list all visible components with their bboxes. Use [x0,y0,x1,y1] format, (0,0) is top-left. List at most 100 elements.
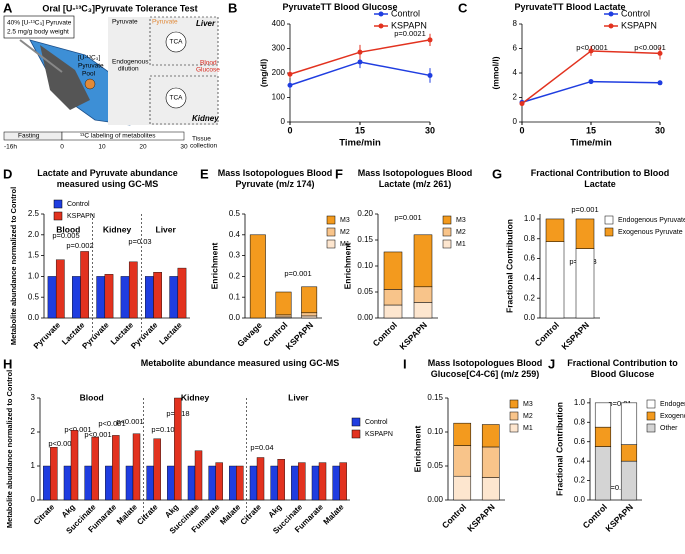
y-tick-label: 1.0 [524,214,536,223]
tca-cycle [165,31,187,53]
legend-label: Exogenous Pyruvate [618,229,683,236]
legend-label: Exogenous Pyruvate [660,413,685,420]
diagram-title: Oral [U-¹³C₃]Pyruvate Tolerance Test [42,3,197,13]
legend-swatch [53,199,63,209]
annotation: p=0.001 [284,269,311,278]
legend-label: Endogenous Pyruvate [618,217,685,224]
pyruvate-text: Pyruvate [112,19,138,26]
chart-title: Fractional Contribution to Blood Glucose [567,358,678,379]
x-tick-label: Citrate [135,502,160,527]
bar-segment [594,446,612,501]
fasting-text: Fasting [18,133,40,140]
y-axis-label: Fractional Contribution [504,219,514,313]
timeline-tick: 10 [98,144,106,151]
chart-title-box: Mass Isotopologues Blood Pyruvate (m/z 1… [217,168,333,189]
panel-label: F [335,166,343,181]
organ-label: Kidney [192,114,219,123]
y-tick-label: 0.8 [574,417,586,426]
chart-title: PyruvateTT Blood Lactate [514,2,626,12]
marker [287,71,293,77]
y-tick-label: 0.1 [229,292,241,301]
y-tick-label: 0.05 [427,461,443,470]
chart-title-box: Mass Isotopologues Blood Glucose[C4-C6] … [428,358,543,379]
x-tick-label: 15 [586,125,596,135]
y-tick-label: 400 [272,19,286,28]
annotation: p=0.10 [151,425,174,434]
dose-text: 40% [U-¹³C₃] Pyruvate [7,20,72,27]
bar [332,465,340,501]
marker [657,50,663,56]
annotation: p=0.001 [394,213,421,222]
collection-text: Tissue [192,136,211,143]
legend-swatch [53,211,63,221]
annotation: p=0.01 [608,399,631,408]
chart-title: Mass Isotopologues Blood Pyruvate (m/z 1… [217,168,333,189]
panel-label: I [403,356,407,371]
legend-label: M1 [523,425,533,432]
bar [104,274,114,319]
y-tick-label: 0.4 [229,230,241,239]
y-tick-label: 1.0 [574,398,586,407]
x-tick-label: Malate [218,502,242,526]
bar [187,465,196,501]
x-tick-label: Akg [60,502,77,519]
y-tick-label: 2.5 [28,209,40,218]
bar [80,251,89,319]
chart-title: PyruvateTT Blood Glucose [282,2,398,12]
legend-swatch [604,215,614,225]
bar-segment [383,304,403,319]
bar-segment [481,446,500,478]
x-tick-label: 15 [355,125,365,135]
bar [208,465,216,501]
bar [153,438,161,501]
x-axis-label: Time/min [339,138,381,149]
y-tick-label: 2.0 [28,230,40,239]
y-axis-label: Enrichment [412,425,422,472]
legend-marker [378,23,384,29]
x-tick-label: 30 [655,125,665,135]
chart-title-box: Fractional Contribution to Blood Glucose [567,358,678,379]
series-line [521,80,661,104]
y-axis-label: (mmol/l) [490,56,500,89]
annotation: p<0.001 [116,417,143,426]
dose-box [3,15,75,39]
y-tick-label: 0.0 [574,495,586,504]
x-tick-label: Gavage [235,320,264,349]
y-tick-label: 2 [513,93,518,102]
timeline-tick: 0 [60,144,64,151]
y-tick-label: 0.2 [229,272,241,281]
legend-label: M1 [456,241,466,248]
panel-label: J [548,356,555,371]
legend-label: Control [67,201,90,208]
x-tick-label: KSPAPN [283,320,315,352]
y-tick-label: 0 [281,117,286,126]
legend-swatch [509,423,519,433]
bar [277,459,285,501]
legend-swatch [442,227,452,237]
bar [194,450,203,501]
legend-swatch [442,215,452,225]
y-tick-label: 0 [31,495,36,504]
y-axis-label: (mg/dl) [258,59,268,87]
marker [588,48,594,54]
dilution-text: dilution [118,66,139,73]
bar [169,276,179,319]
bar [120,276,130,319]
bar [55,259,65,319]
bar [47,276,57,319]
y-axis-label: Fractional Contribution [554,402,564,496]
bar [215,462,223,501]
kidney-box [149,75,219,125]
liver-box [149,16,219,66]
marker [519,101,525,107]
legend-swatch [326,227,336,237]
annotation: p<0.001 [64,425,91,434]
bar [177,267,187,319]
y-tick-label: 0.4 [524,273,536,282]
legend-swatch [509,411,519,421]
tca-cycle [165,87,187,109]
group-label: Liver [288,392,309,402]
chart-title-box: Metabolite abundance measured using GC-M… [141,358,340,368]
annotation: p=0.001 [571,205,598,214]
y-tick-label: 300 [272,44,286,53]
